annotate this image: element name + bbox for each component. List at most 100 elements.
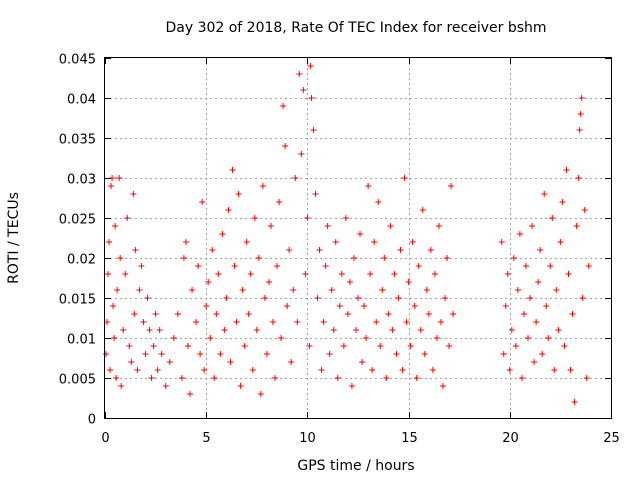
data-point [363,335,370,341]
data-point [131,311,138,317]
data-point [263,351,270,357]
data-point [535,279,542,285]
data-point [294,319,301,325]
data-point [276,199,283,205]
data-point [142,351,149,357]
data-point [417,327,424,333]
data-point [442,295,449,301]
x-tick-labels: 0 5 10 15 20 25 [101,431,619,446]
data-point [555,327,562,333]
data-point [205,279,212,285]
data-point [522,263,529,269]
data-point [122,271,129,277]
data-point [298,151,305,157]
y-tick-label: 0.035 [59,133,96,148]
data-point [269,319,276,325]
data-point [338,271,345,277]
data-point [207,335,214,341]
data-point [342,215,349,221]
data-point [154,367,161,373]
data-point [565,271,572,277]
data-point [506,367,513,373]
data-point [577,111,584,117]
data-point [322,263,329,269]
data-point [397,247,404,253]
data-point [146,327,153,333]
data-point [223,295,230,301]
data-point [314,295,321,301]
data-point [111,335,118,341]
data-point [332,239,339,245]
data-point [152,311,159,317]
data-point [107,367,114,373]
grid [105,58,611,418]
data-point [403,319,410,325]
data-point [389,327,396,333]
data-point [110,303,117,309]
data-point [512,343,519,349]
data-point [355,295,361,301]
data-point [514,287,521,293]
x-tick-label: 10 [299,431,316,446]
data-point [239,287,246,293]
data-point [166,359,173,365]
data-point [377,343,384,349]
data-point [405,279,412,285]
data-point [399,367,406,373]
data-point [529,223,536,229]
data-point [576,127,583,133]
y-tick-label: 0.02 [67,253,96,268]
data-point [371,239,378,245]
data-point [138,263,145,269]
data-point [557,239,564,245]
data-point [395,295,402,301]
data-point [539,351,546,357]
data-point [286,247,293,253]
data-point [498,239,505,245]
data-point [385,311,392,317]
data-point [201,367,208,373]
data-point [578,95,585,101]
data-point [213,311,220,317]
data-point [312,191,319,197]
data-point [211,375,218,381]
data-point [516,231,523,237]
data-point [348,383,355,389]
data-point [140,319,147,325]
data-point [350,255,357,261]
data-point [510,255,517,261]
data-point [128,359,135,365]
data-point [310,127,317,133]
data-point [328,287,335,293]
data-point [189,287,196,293]
data-point [182,239,189,245]
data-point [450,311,457,317]
data-point [579,295,586,301]
data-point [117,255,124,261]
data-point [187,391,194,397]
data-point [302,271,309,277]
x-tick-label: 20 [502,431,519,446]
y-tick-label: 0.005 [59,373,96,388]
data-point [231,263,238,269]
data-point [235,191,242,197]
data-point [233,319,240,325]
data-point [324,223,331,229]
data-point [359,359,366,365]
data-point [541,191,548,197]
data-point [427,247,434,253]
data-point [195,263,202,269]
data-point [419,207,426,213]
data-point [547,263,554,269]
data-point [421,351,428,357]
data-point [375,199,382,205]
data-point [429,367,436,373]
data-point [585,263,592,269]
chart-title: Day 302 of 2018, Rate Of TEC Index for r… [165,20,546,36]
data-point [425,311,432,317]
data-point [304,215,311,221]
data-point [444,255,451,261]
y-axis-title: ROTI / TECUs [6,192,22,284]
data-point [346,279,353,285]
data-point [215,271,222,277]
